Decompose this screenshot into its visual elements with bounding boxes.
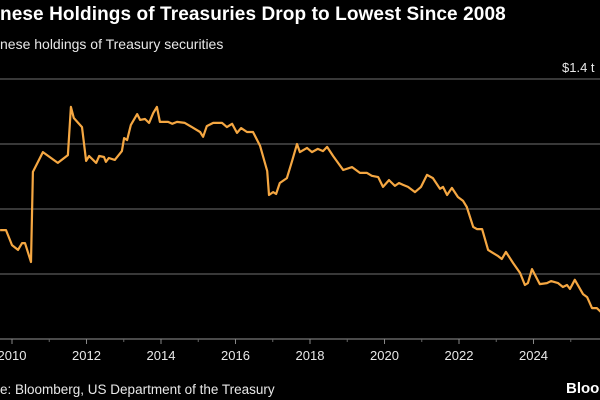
gridlines [0, 78, 600, 275]
x-tick-label: 2012 [72, 348, 101, 363]
x-tick-label: 2014 [147, 348, 176, 363]
x-axis: 2010 2012 2014 2016 2018 2020 2022 2024 [0, 338, 600, 363]
x-tick-label: 2010 [0, 348, 26, 363]
series-line-treasury-holdings [0, 105, 600, 313]
chart-title: nese Holdings of Treasuries Drop to Lowe… [0, 4, 506, 25]
source-note: e: Bloomberg, US Department of the Treas… [0, 382, 275, 397]
brand-logo: Bloo [566, 380, 600, 397]
x-tick-label: 2018 [296, 348, 325, 363]
y-unit-label: $1.4 t [562, 60, 595, 75]
x-tick-label: 2024 [519, 348, 548, 363]
x-tick-label: 2020 [370, 348, 399, 363]
x-tick-label: 2022 [445, 348, 474, 363]
plot-area [0, 105, 600, 313]
chart-subtitle: nese holdings of Treasury securities [0, 36, 224, 52]
x-tick-label: 2016 [221, 348, 250, 363]
